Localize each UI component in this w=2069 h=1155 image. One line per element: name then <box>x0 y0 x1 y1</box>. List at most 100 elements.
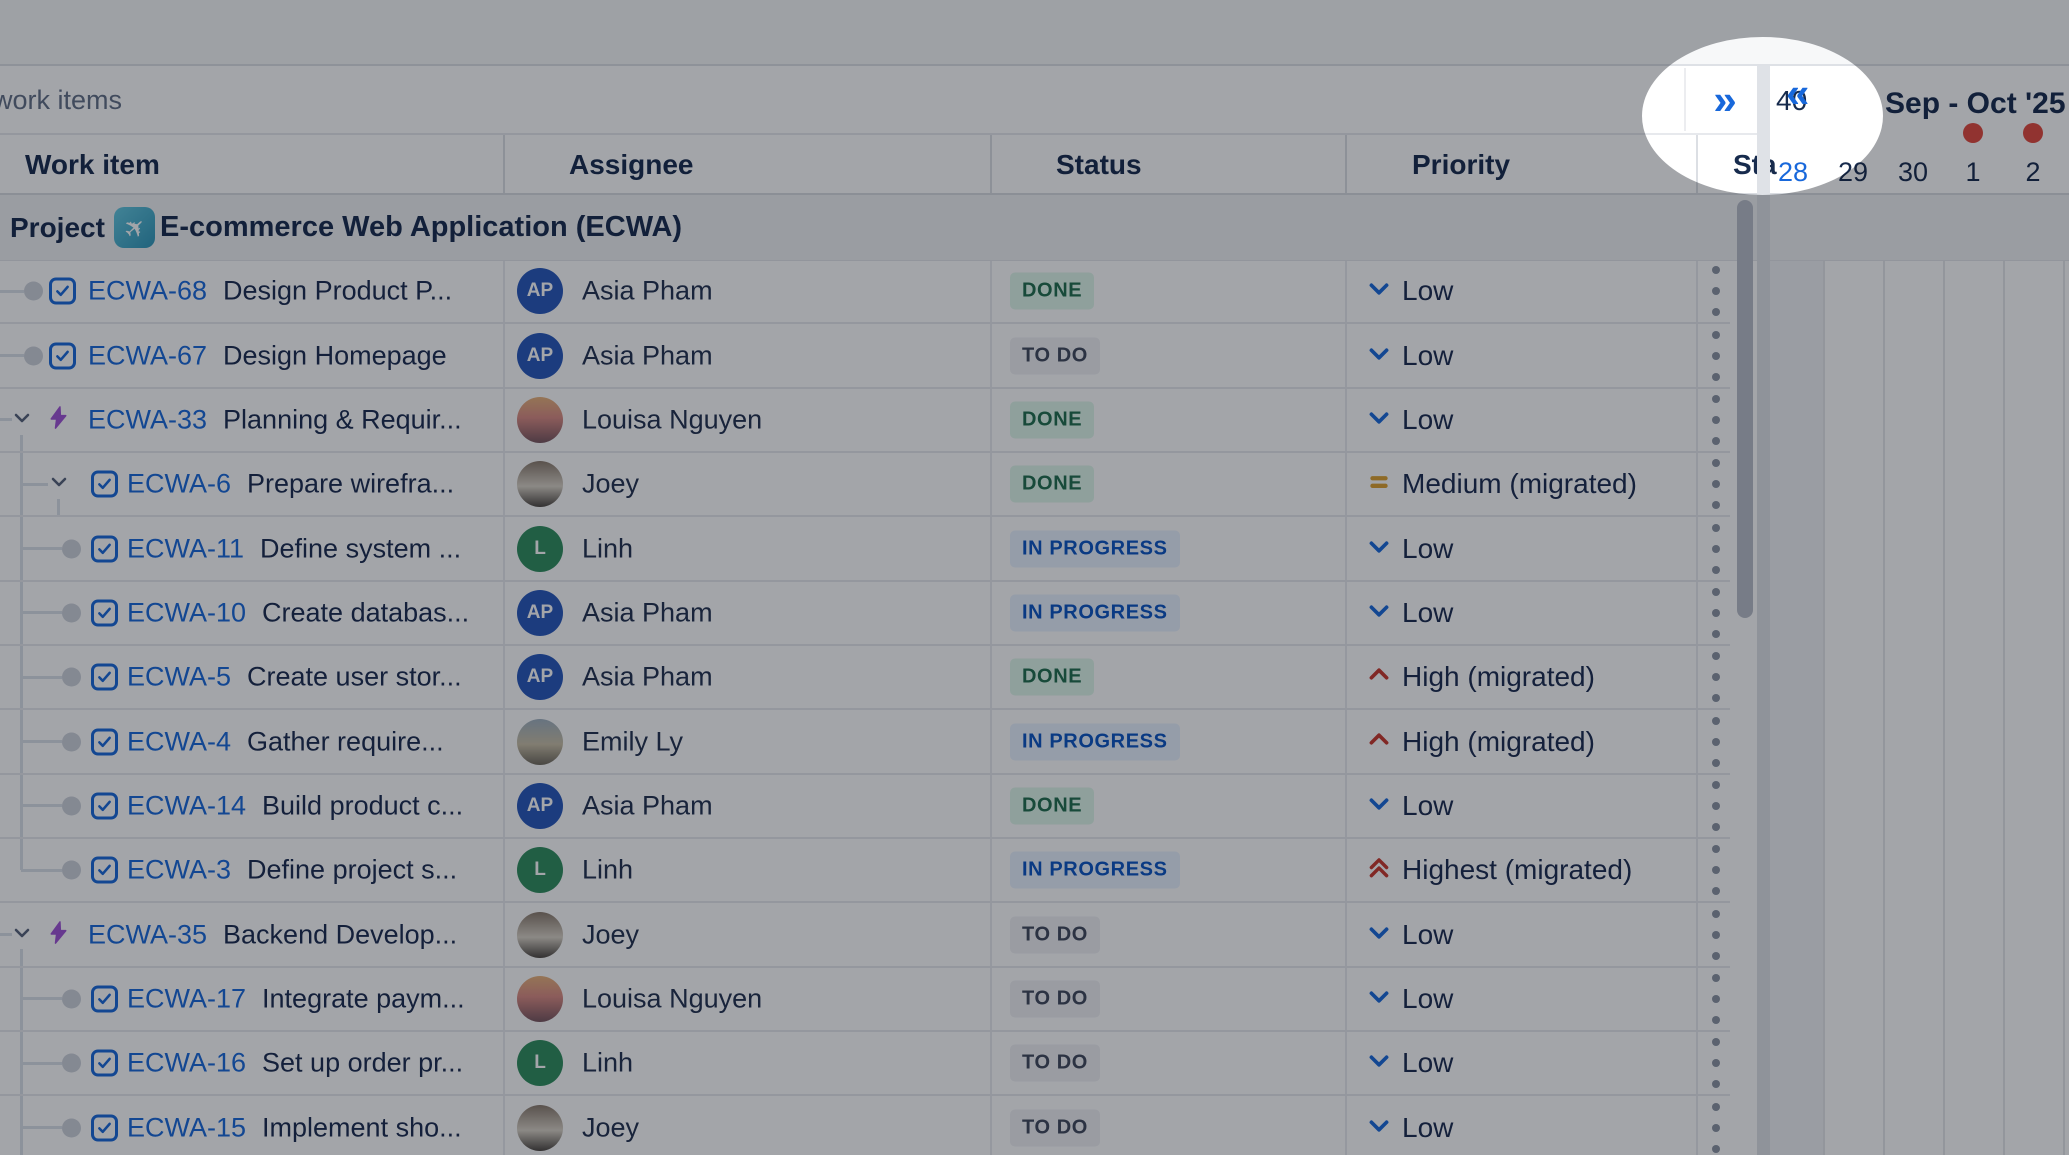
priority-label[interactable]: Low <box>1402 532 1454 564</box>
status-badge[interactable]: DONE <box>1010 465 1095 503</box>
avatar[interactable] <box>517 396 563 443</box>
work-item-key[interactable]: ECWA-5 <box>127 661 232 692</box>
row-actions-menu[interactable] <box>1712 330 1720 381</box>
row-actions-menu[interactable] <box>1712 973 1720 1024</box>
row-actions-menu[interactable] <box>1712 394 1720 445</box>
table-row[interactable]: ECWA-16 Set up order pr... L Linh TO DO Low <box>0 1032 1730 1097</box>
release-marker-icon[interactable] <box>2023 123 2043 143</box>
work-item-summary[interactable]: Prepare wirefra... <box>247 468 455 499</box>
row-actions-menu[interactable] <box>1712 1102 1720 1153</box>
priority-label[interactable]: Low <box>1402 1111 1454 1143</box>
priority-label[interactable]: Highest (migrated) <box>1402 854 1633 886</box>
priority-label[interactable]: Low <box>1402 1047 1454 1079</box>
priority-label[interactable]: Low <box>1402 275 1454 307</box>
work-item-key[interactable]: ECWA-68 <box>88 275 208 306</box>
avatar[interactable]: L <box>517 1040 563 1087</box>
project-group-row[interactable]: Project ✈ E-commerce Web Application (EC… <box>0 195 2069 261</box>
avatar[interactable]: AP <box>517 332 563 379</box>
avatar[interactable]: AP <box>517 782 563 829</box>
avatar[interactable]: AP <box>517 589 563 636</box>
work-item-summary[interactable]: Design Homepage <box>223 340 447 371</box>
priority-label[interactable]: Low <box>1402 403 1454 435</box>
priority-label[interactable]: Low <box>1402 789 1454 821</box>
table-row[interactable]: ECWA-14 Build product c... AP Asia Pham DONE… <box>0 774 1730 840</box>
table-row[interactable]: ECWA-3 Define project s... L Linh IN PROGRES… <box>0 839 1730 904</box>
work-item-summary[interactable]: Build product c... <box>262 790 464 821</box>
status-badge[interactable]: IN PROGRESS <box>1010 594 1180 632</box>
work-item-key[interactable]: ECWA-10 <box>127 597 247 628</box>
table-row[interactable]: ECWA-15 Implement sho... Joey TO DO Low <box>0 1096 1730 1155</box>
work-item-key[interactable]: ECWA-15 <box>127 1112 247 1143</box>
avatar[interactable] <box>517 975 563 1022</box>
priority-label[interactable]: Low <box>1402 339 1454 371</box>
status-badge[interactable]: DONE <box>1010 272 1095 310</box>
avatar[interactable] <box>517 911 563 958</box>
work-item-summary[interactable]: Create user stor... <box>247 661 462 692</box>
status-badge[interactable]: IN PROGRESS <box>1010 530 1180 568</box>
work-item-summary[interactable]: Planning & Requir... <box>223 404 462 435</box>
row-actions-menu[interactable] <box>1712 845 1720 896</box>
column-header-work-item[interactable]: Work item <box>25 149 160 180</box>
row-actions-menu[interactable] <box>1712 523 1720 574</box>
row-actions-menu[interactable] <box>1712 266 1720 317</box>
row-actions-menu[interactable] <box>1712 587 1720 638</box>
work-item-summary[interactable]: Define system ... <box>260 533 462 564</box>
work-item-summary[interactable]: Integrate paym... <box>262 983 465 1014</box>
work-item-key[interactable]: ECWA-33 <box>88 404 208 435</box>
status-badge[interactable]: IN PROGRESS <box>1010 851 1180 889</box>
avatar[interactable] <box>517 461 563 508</box>
status-badge[interactable]: TO DO <box>1010 980 1100 1018</box>
table-row[interactable]: ECWA-10 Create databas... AP Asia Pham IN PR… <box>0 581 1730 647</box>
work-item-summary[interactable]: Implement sho... <box>262 1112 462 1143</box>
panel-splitter[interactable] <box>1757 66 1770 1155</box>
row-actions-menu[interactable] <box>1712 459 1720 510</box>
status-badge[interactable]: IN PROGRESS <box>1010 723 1180 761</box>
table-row[interactable]: ECWA-6 Prepare wirefra... Joey DONE Medium (… <box>0 453 1730 518</box>
avatar[interactable]: AP <box>517 654 563 701</box>
work-item-summary[interactable]: Set up order pr... <box>262 1047 464 1078</box>
priority-label[interactable]: Low <box>1402 596 1454 628</box>
vertical-scrollbar[interactable] <box>1737 200 1753 618</box>
status-badge[interactable]: TO DO <box>1010 1044 1100 1082</box>
expander-chevron-icon[interactable] <box>47 470 71 499</box>
table-row[interactable]: ECWA-11 Define system ... L Linh IN PROGRESS… <box>0 517 1730 582</box>
expander-chevron-icon[interactable] <box>10 405 34 434</box>
table-row[interactable]: ECWA-17 Integrate paym... Louisa Nguyen TO … <box>0 967 1730 1033</box>
row-actions-menu[interactable] <box>1712 1038 1720 1089</box>
work-item-key[interactable]: ECWA-14 <box>127 790 247 821</box>
work-item-key[interactable]: ECWA-6 <box>127 468 232 499</box>
priority-label[interactable]: Low <box>1402 918 1454 950</box>
collapse-panel-button[interactable]: « <box>1786 72 1809 114</box>
work-item-summary[interactable]: Gather require... <box>247 726 444 757</box>
work-item-key[interactable]: ECWA-17 <box>127 983 247 1014</box>
expander-chevron-icon[interactable] <box>10 920 34 949</box>
work-item-summary[interactable]: Create databas... <box>262 597 470 628</box>
row-actions-menu[interactable] <box>1712 909 1720 960</box>
work-item-key[interactable]: ECWA-11 <box>127 533 245 564</box>
release-marker-icon[interactable] <box>1963 123 1983 143</box>
table-row[interactable]: ECWA-68 Design Product P... AP Asia Pham DON… <box>0 260 1730 325</box>
table-row[interactable]: ECWA-4 Gather require... Emily Ly IN PROGRE… <box>0 710 1730 775</box>
work-item-key[interactable]: ECWA-67 <box>88 340 208 371</box>
status-badge[interactable]: DONE <box>1010 401 1095 439</box>
work-item-summary[interactable]: Define project s... <box>247 854 458 885</box>
avatar[interactable]: L <box>517 847 563 894</box>
avatar[interactable]: AP <box>517 268 563 315</box>
priority-label[interactable]: High (migrated) <box>1402 661 1595 693</box>
work-item-key[interactable]: ECWA-3 <box>127 854 232 885</box>
status-badge[interactable]: TO DO <box>1010 916 1100 954</box>
work-item-key[interactable]: ECWA-4 <box>127 726 232 757</box>
priority-label[interactable]: High (migrated) <box>1402 725 1595 757</box>
row-actions-menu[interactable] <box>1712 780 1720 831</box>
status-badge[interactable]: DONE <box>1010 787 1095 825</box>
work-item-summary[interactable]: Design Product P... <box>223 275 453 306</box>
expand-panel-button[interactable]: » <box>1702 66 1748 133</box>
row-actions-menu[interactable] <box>1712 716 1720 767</box>
work-item-key[interactable]: ECWA-35 <box>88 919 208 950</box>
table-row[interactable]: ECWA-35 Backend Develop... Joey TO DO Low <box>0 903 1730 968</box>
status-badge[interactable]: TO DO <box>1010 337 1100 375</box>
column-header-status[interactable]: Status <box>1056 149 1142 180</box>
status-badge[interactable]: TO DO <box>1010 1109 1100 1147</box>
column-header-priority[interactable]: Priority <box>1412 149 1511 180</box>
column-header-assignee[interactable]: Assignee <box>569 149 694 180</box>
